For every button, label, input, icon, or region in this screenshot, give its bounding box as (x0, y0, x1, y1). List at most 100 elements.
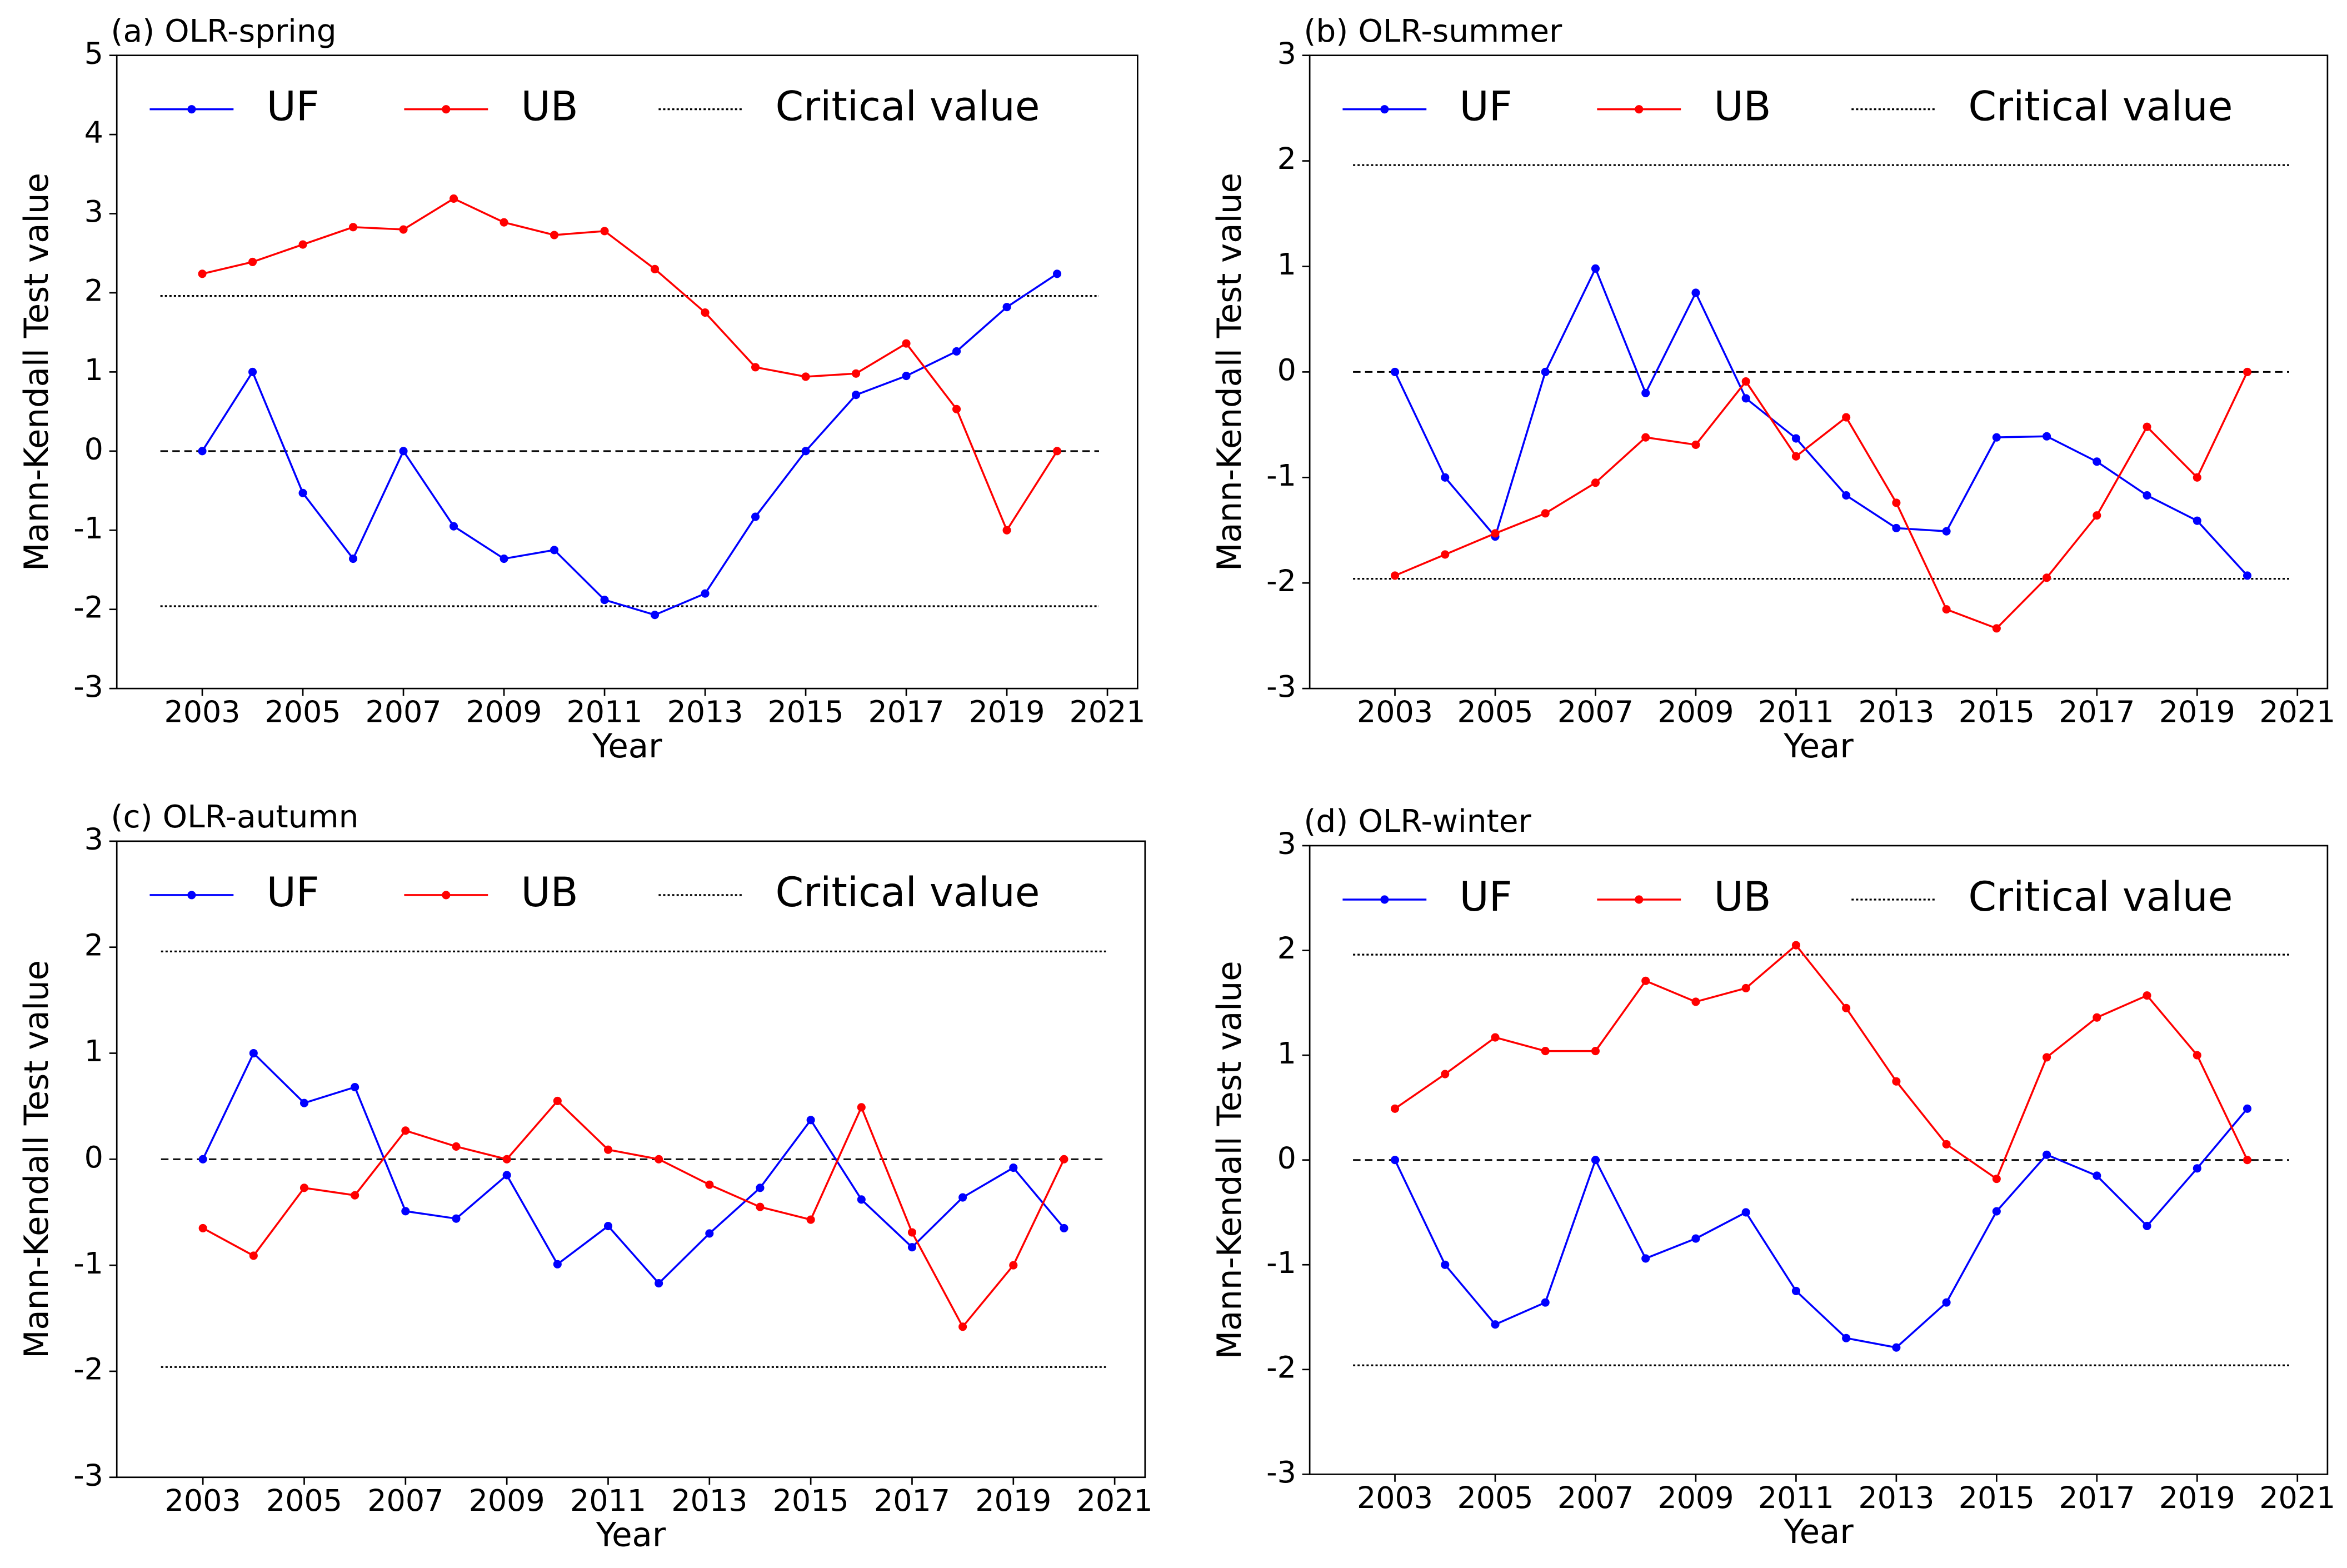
legend-label: UB (1714, 83, 1771, 131)
data-point (2193, 1164, 2201, 1173)
data-point (651, 264, 660, 273)
legend-marker (1380, 105, 1389, 114)
x-tick-label: 2011 (567, 695, 643, 730)
series-line (1394, 1108, 2248, 1349)
legend-marker (1380, 895, 1389, 904)
data-point (399, 225, 408, 234)
y-tick-label: 3 (1277, 36, 1296, 71)
data-point (1992, 1207, 2001, 1216)
data-point (756, 1202, 765, 1211)
x-tick-label: 2019 (969, 695, 1045, 730)
data-point (1491, 1033, 1500, 1042)
y-tick-label: 3 (1277, 826, 1296, 861)
y-tick-label: 1 (84, 352, 103, 387)
y-tick-label: -1 (73, 511, 103, 546)
data-point (1591, 478, 1600, 487)
panel-title: (b) OLR-summer (1304, 13, 1562, 49)
data-point (2243, 571, 2252, 580)
data-point (1641, 388, 1650, 397)
y-tick-label: -3 (1266, 669, 1296, 704)
data-point (1441, 1070, 1450, 1078)
x-tick-label: 2013 (671, 1483, 747, 1518)
data-point (2043, 432, 2051, 441)
data-point (349, 223, 358, 232)
x-tick-label: 2013 (1858, 695, 1934, 730)
y-tick-label: 1 (1277, 247, 1296, 282)
x-tick-label: 2015 (773, 1483, 849, 1518)
data-point (2193, 1051, 2201, 1060)
x-tick-label: 2009 (1657, 695, 1734, 730)
data-point (553, 1096, 562, 1105)
y-tick-label: 0 (1277, 352, 1296, 387)
data-point (351, 1191, 359, 1200)
x-tick-label: 2017 (2059, 695, 2135, 730)
legend-label: UB (1714, 873, 1771, 921)
data-point (1691, 440, 1700, 449)
data-point (550, 231, 559, 239)
data-point (452, 1214, 461, 1223)
data-point (1053, 447, 1062, 456)
x-tick-label: 2019 (2159, 695, 2235, 730)
data-point (655, 1155, 663, 1163)
data-point (1842, 413, 1851, 422)
data-point (2243, 367, 2252, 376)
series-line (202, 197, 1058, 533)
data-point (1009, 1163, 1018, 1172)
y-tick-label: -3 (73, 669, 103, 704)
legend-label: UB (521, 83, 578, 131)
y-tick-label: 5 (84, 36, 103, 71)
data-point (751, 512, 760, 521)
x-tick-label: 2007 (1557, 695, 1634, 730)
y-tick-label: 3 (84, 822, 103, 857)
x-tick-label: 2005 (1457, 1480, 1533, 1515)
data-point (500, 218, 508, 227)
y-tick-label: 2 (1277, 931, 1296, 966)
data-point (603, 1145, 613, 1154)
x-tick-label: 2019 (975, 1483, 1051, 1518)
x-tick-label: 2021 (2259, 695, 2335, 730)
data-point (1842, 1003, 1851, 1012)
data-point (1390, 1104, 1400, 1113)
data-point (1942, 1140, 1951, 1148)
data-point (1741, 1208, 1750, 1217)
data-point (2093, 457, 2101, 466)
legend-marker (442, 105, 451, 114)
x-tick-label: 2005 (1457, 695, 1533, 730)
x-tick-label: 2009 (469, 1483, 545, 1518)
y-tick-label: -1 (73, 1246, 103, 1281)
series-line (1394, 371, 2249, 630)
legend-label: Critical value (775, 83, 1040, 131)
data-point (502, 1155, 511, 1163)
x-tick-label: 2003 (165, 1483, 241, 1518)
x-tick-label: 2007 (1557, 1480, 1634, 1515)
data-point (1541, 1047, 1550, 1056)
data-point (500, 555, 508, 563)
plot-frame (116, 54, 1138, 690)
data-point (249, 1048, 258, 1058)
x-tick-label: 2007 (366, 695, 442, 730)
data-point (450, 522, 458, 531)
y-tick-label: -1 (1266, 458, 1296, 493)
data-point (1491, 529, 1500, 538)
data-point (248, 367, 257, 376)
data-point (349, 555, 358, 563)
data-point (1992, 624, 2001, 633)
series-line (201, 273, 1058, 616)
x-tick-label: 2015 (1959, 695, 2035, 730)
x-tick-label: 2013 (1858, 1480, 1934, 1515)
data-point (1892, 523, 1901, 533)
legend-label: UF (1460, 873, 1512, 921)
data-point (902, 371, 911, 381)
data-point (1441, 1260, 1450, 1269)
data-point (1691, 288, 1700, 297)
data-point (1992, 1175, 2001, 1184)
legend-marker (442, 891, 451, 900)
legend-label: UB (521, 869, 578, 916)
data-point (1390, 571, 1400, 580)
data-point (1741, 983, 1750, 992)
data-point (298, 488, 307, 497)
data-point (701, 589, 710, 598)
y-tick-label: 2 (84, 273, 103, 308)
x-tick-label: 2011 (570, 1483, 646, 1518)
x-tick-label: 2003 (1357, 695, 1433, 730)
